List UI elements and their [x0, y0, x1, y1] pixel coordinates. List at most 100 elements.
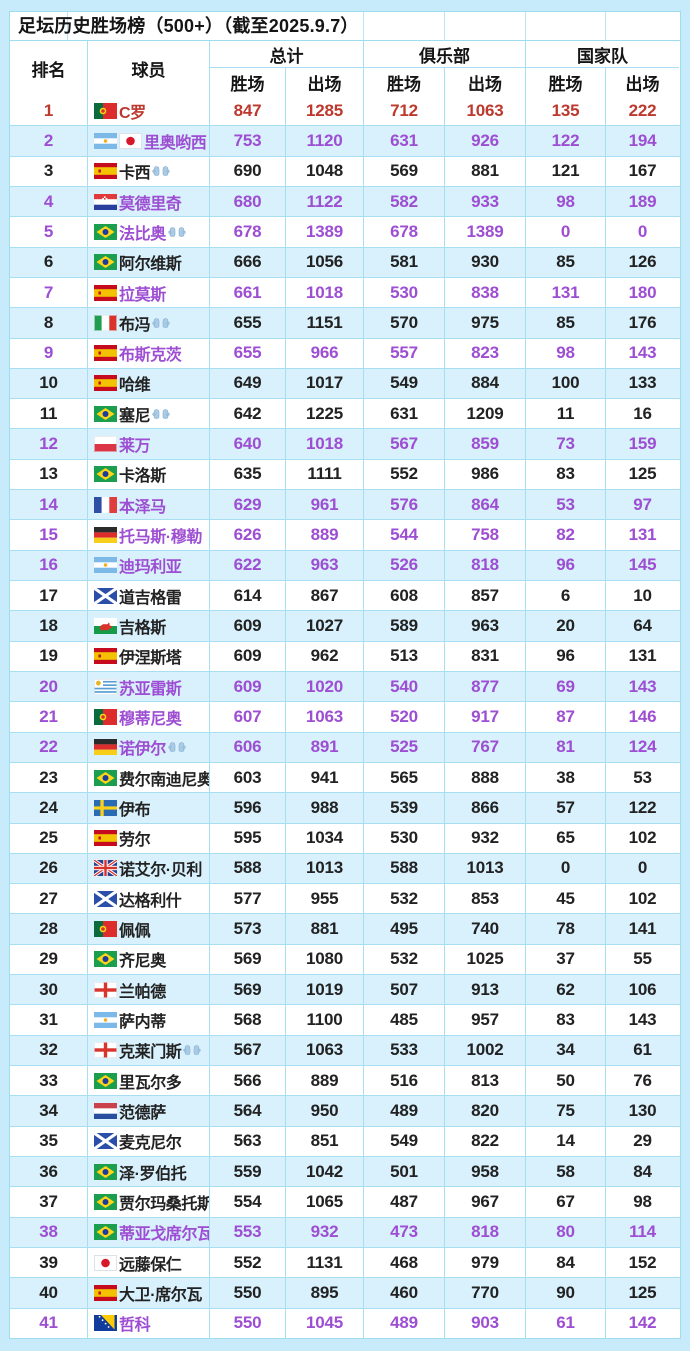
- total-apps-cell: 1151: [286, 308, 364, 338]
- player-name: 莫德里奇: [119, 195, 182, 213]
- club-apps-cell: 1209: [445, 399, 526, 429]
- nt-apps-cell: 106: [628, 979, 657, 999]
- club-wins-cell: 487: [364, 1187, 445, 1217]
- total-apps-cell: 1045: [286, 1308, 364, 1338]
- club-apps-cell: 859: [445, 429, 526, 459]
- rank-cell: 3: [10, 156, 88, 186]
- nt-apps-cell: 126: [628, 252, 657, 272]
- total-wins-cell: 609: [210, 641, 286, 671]
- total-wins-cell: 680: [210, 186, 286, 217]
- player-cell: 伊涅斯塔: [88, 641, 210, 671]
- flag-spain-icon: [94, 830, 117, 847]
- header-group-club: 俱乐部: [364, 41, 526, 68]
- club-apps-cell: 823: [445, 338, 526, 368]
- nt-apps-cell: 125: [628, 1282, 657, 1302]
- rank-cell: 9: [10, 338, 88, 368]
- rank-cell: 22: [10, 732, 88, 762]
- total-apps-cell: 962: [286, 641, 364, 671]
- nt-apps-cell: 102: [628, 888, 657, 908]
- total-apps-cell: 966: [286, 338, 364, 368]
- player-name: 诺艾尔·贝利: [119, 862, 202, 880]
- nt-wins-cell: 14: [526, 1126, 606, 1156]
- player-cell: 泽·罗伯托: [88, 1156, 210, 1187]
- player-name: 达格利什: [119, 892, 182, 910]
- player-cell: 道吉格雷: [88, 581, 210, 611]
- club-wins-cell: 485: [364, 1005, 445, 1035]
- goalkeeper-gloves-icon: [167, 740, 187, 754]
- player-name: 泽·罗伯托: [119, 1165, 187, 1183]
- rank-cell: 39: [10, 1247, 88, 1278]
- total-apps-cell: 941: [286, 762, 364, 793]
- flag-scotland-icon: [93, 586, 118, 605]
- player-name: 伊布: [119, 801, 151, 819]
- player-cell: 拉莫斯: [88, 277, 210, 308]
- player-cell: 卡洛斯: [88, 459, 210, 490]
- player-cell: 萨内蒂: [88, 1005, 210, 1035]
- total-apps-cell: 1122: [286, 186, 364, 217]
- player-name: 远藤保仁: [119, 1256, 182, 1274]
- table-row: 28 佩佩 573 881 495 740 78 141: [10, 914, 680, 945]
- club-apps-cell: 926: [445, 126, 526, 156]
- club-wins-cell: 557: [364, 338, 445, 368]
- total-apps-cell: 1017: [286, 368, 364, 399]
- flag-spain-icon: [94, 284, 117, 301]
- nt-apps-cell: 97: [633, 494, 652, 514]
- rank-cell: 36: [10, 1156, 88, 1187]
- flag-croatia-icon: [94, 193, 117, 210]
- player-name: 莱万: [119, 438, 151, 456]
- club-apps-cell: 933: [445, 186, 526, 217]
- club-wins-cell: 513: [364, 641, 445, 671]
- nt-apps-cell: 125: [628, 464, 657, 484]
- club-wins-cell: 516: [364, 1066, 445, 1096]
- table-row: 31 萨内蒂 568 1100 485 957 83 143: [10, 1005, 680, 1036]
- club-wins-cell: 468: [364, 1247, 445, 1278]
- nt-wins-cell: 34: [526, 1035, 606, 1065]
- rank-cell: 18: [10, 611, 88, 641]
- total-apps-cell: 1111: [286, 459, 364, 490]
- table-row: 38 蒂亚戈席尔瓦 553 932 473 818 80 114: [10, 1217, 680, 1248]
- table-row: 1 C罗 847 1285 712 1063 135 222: [10, 96, 680, 127]
- player-name: 布冯: [119, 316, 151, 334]
- rank-cell: 5: [10, 217, 88, 247]
- nt-apps-cell: 10: [633, 585, 652, 605]
- table-row: 6 阿尔维斯 666 1056 581 930 85 126: [10, 247, 680, 278]
- total-wins-cell: 678: [210, 217, 286, 247]
- nt-apps-cell: 98: [633, 1191, 652, 1211]
- player-name: 哲科: [119, 1317, 151, 1335]
- total-apps-cell: 1018: [286, 429, 364, 459]
- flag-scotland-icon: [93, 889, 118, 909]
- club-wins-cell: 712: [364, 96, 445, 126]
- nt-wins-cell: 96: [526, 550, 606, 580]
- total-wins-cell: 640: [210, 429, 286, 459]
- total-wins-cell: 550: [210, 1278, 286, 1308]
- goalkeeper-gloves-icon: [182, 1043, 202, 1057]
- player-cell: C罗: [88, 96, 210, 126]
- club-apps-cell: 857: [445, 581, 526, 611]
- club-apps-cell: 818: [445, 1217, 526, 1247]
- player-name: 伊涅斯塔: [119, 650, 182, 668]
- nt-wins-cell: 0: [526, 853, 606, 884]
- club-wins-cell: 565: [364, 762, 445, 793]
- player-cell: 布斯克茨: [88, 338, 210, 368]
- nt-apps-cell: 145: [628, 555, 657, 575]
- total-wins-cell: 569: [210, 944, 286, 975]
- flag-brazil-icon: [94, 769, 117, 786]
- total-apps-cell: 891: [286, 732, 364, 762]
- club-apps-cell: 967: [445, 1187, 526, 1217]
- rank-cell: 24: [10, 793, 88, 823]
- rank-cell: 25: [10, 823, 88, 853]
- club-apps-cell: 853: [445, 884, 526, 914]
- goalkeeper-gloves-icon: [151, 316, 171, 330]
- nt-apps-cell: 143: [628, 343, 657, 363]
- club-wins-cell: 608: [364, 581, 445, 611]
- nt-apps-cell: 29: [633, 1131, 652, 1151]
- table-row: 33 里瓦尔多 566 889 516 813 50 76: [10, 1066, 680, 1097]
- rank-cell: 33: [10, 1066, 88, 1096]
- club-wins-cell: 576: [364, 490, 445, 520]
- player-cell: 卡西: [88, 156, 210, 186]
- club-wins-cell: 581: [364, 247, 445, 277]
- rank-cell: 28: [10, 914, 88, 944]
- nt-wins-cell: 80: [526, 1217, 606, 1247]
- total-wins-cell: 606: [210, 732, 286, 762]
- club-apps-cell: 838: [445, 277, 526, 308]
